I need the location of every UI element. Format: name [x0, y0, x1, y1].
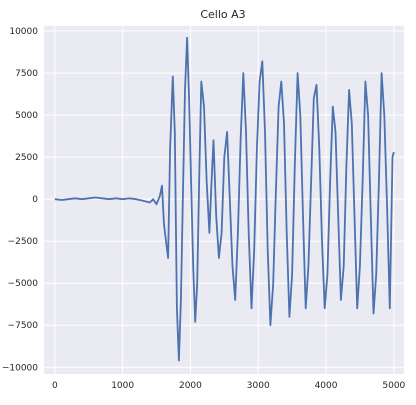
y-tick-label: −7500: [8, 321, 39, 331]
x-tick-label: 2000: [179, 381, 202, 391]
x-axis: 0 1000 2000 3000 4000 5000: [52, 381, 406, 391]
x-tick-label: 4000: [315, 381, 338, 391]
x-tick-label: 5000: [382, 381, 405, 391]
y-tick-label: −5000: [8, 279, 39, 289]
y-tick-label: 5000: [15, 111, 38, 121]
x-tick-label: 1000: [111, 381, 134, 391]
y-tick-label: −10000: [2, 363, 38, 373]
x-tick-label: 3000: [247, 381, 270, 391]
y-tick-label: 10000: [9, 27, 38, 37]
x-tick-label: 0: [52, 381, 58, 391]
y-tick-label: 0: [32, 195, 38, 205]
series-line: [54, 36, 395, 362]
y-axis: −10000 −7500 −5000 −2500 0 2500 5000 7500 10000: [2, 27, 38, 373]
chart-title: Cello A3: [200, 8, 245, 21]
plot-background: [44, 26, 404, 374]
y-tick-label: 2500: [15, 153, 38, 163]
y-tick-label: −2500: [8, 237, 39, 247]
y-tick-label: 7500: [15, 69, 38, 79]
